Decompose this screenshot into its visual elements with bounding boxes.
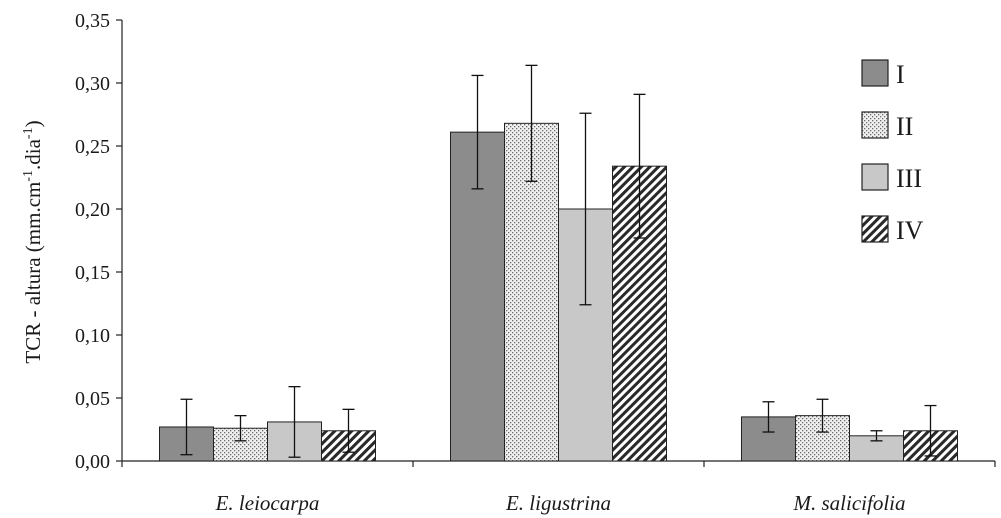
legend-swatch bbox=[861, 59, 889, 87]
legend-swatch bbox=[861, 215, 889, 243]
category-label: E. leiocarpa bbox=[215, 491, 320, 515]
category-labels: E. leiocarpa E. ligustrina M. salicifolia bbox=[215, 491, 906, 515]
error-bars bbox=[180, 64, 937, 458]
y-tick-label: 0,10 bbox=[75, 325, 110, 347]
y-tick-label: 0,35 bbox=[75, 10, 110, 32]
legend-label: I bbox=[896, 60, 905, 89]
legend-label: III bbox=[896, 164, 922, 193]
x-axis bbox=[121, 460, 996, 467]
y-tick-label: 0,25 bbox=[75, 136, 110, 158]
legend-swatch bbox=[861, 163, 889, 191]
legend-label: II bbox=[896, 112, 913, 141]
y-tick-label: 0,30 bbox=[75, 73, 110, 95]
legend-swatch bbox=[861, 111, 889, 139]
y-axis-title: TCR - altura (mm.cm-1.dia-1) bbox=[21, 120, 45, 363]
legend-label: IV bbox=[896, 216, 924, 245]
category-label: M. salicifolia bbox=[793, 491, 906, 515]
y-tick-label: 0,15 bbox=[75, 262, 110, 284]
y-axis: 0,00 0,05 0,10 0,15 0,20 0,25 0,30 0,35 bbox=[75, 10, 123, 473]
y-tick-label: 0,20 bbox=[75, 199, 110, 221]
y-tick-label: 0,05 bbox=[75, 388, 110, 410]
category-label: E. ligustrina bbox=[505, 491, 611, 515]
bars bbox=[159, 122, 958, 462]
y-tick-label: 0,00 bbox=[75, 451, 110, 473]
